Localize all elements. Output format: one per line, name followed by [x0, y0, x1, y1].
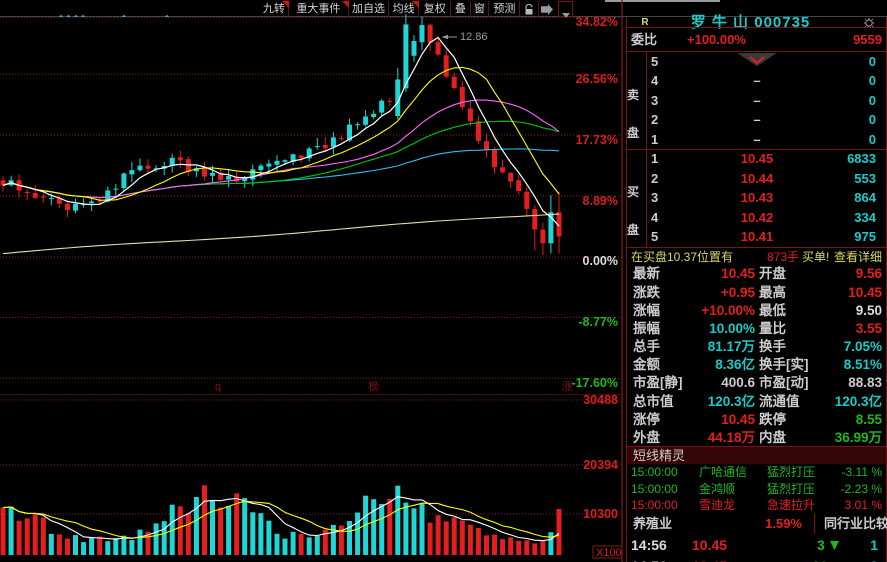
- svg-text:q: q: [215, 381, 221, 393]
- svg-text:10300: 10300: [583, 507, 618, 521]
- svg-text:20394: 20394: [583, 458, 618, 472]
- svg-text:30488: 30488: [583, 395, 618, 407]
- svg-text:34.82%: 34.82%: [576, 15, 618, 29]
- svg-text:X100: X100: [596, 547, 622, 559]
- svg-text:榜: 榜: [368, 379, 379, 393]
- svg-text:8.89%: 8.89%: [583, 194, 618, 208]
- svg-text:26.56%: 26.56%: [576, 72, 618, 86]
- svg-text:-8.77%: -8.77%: [578, 315, 618, 329]
- svg-text:-17.60%: -17.60%: [571, 376, 618, 390]
- svg-text:12.86: 12.86: [460, 31, 488, 43]
- svg-text:0.00%: 0.00%: [583, 254, 618, 268]
- svg-text:17.73%: 17.73%: [576, 133, 618, 147]
